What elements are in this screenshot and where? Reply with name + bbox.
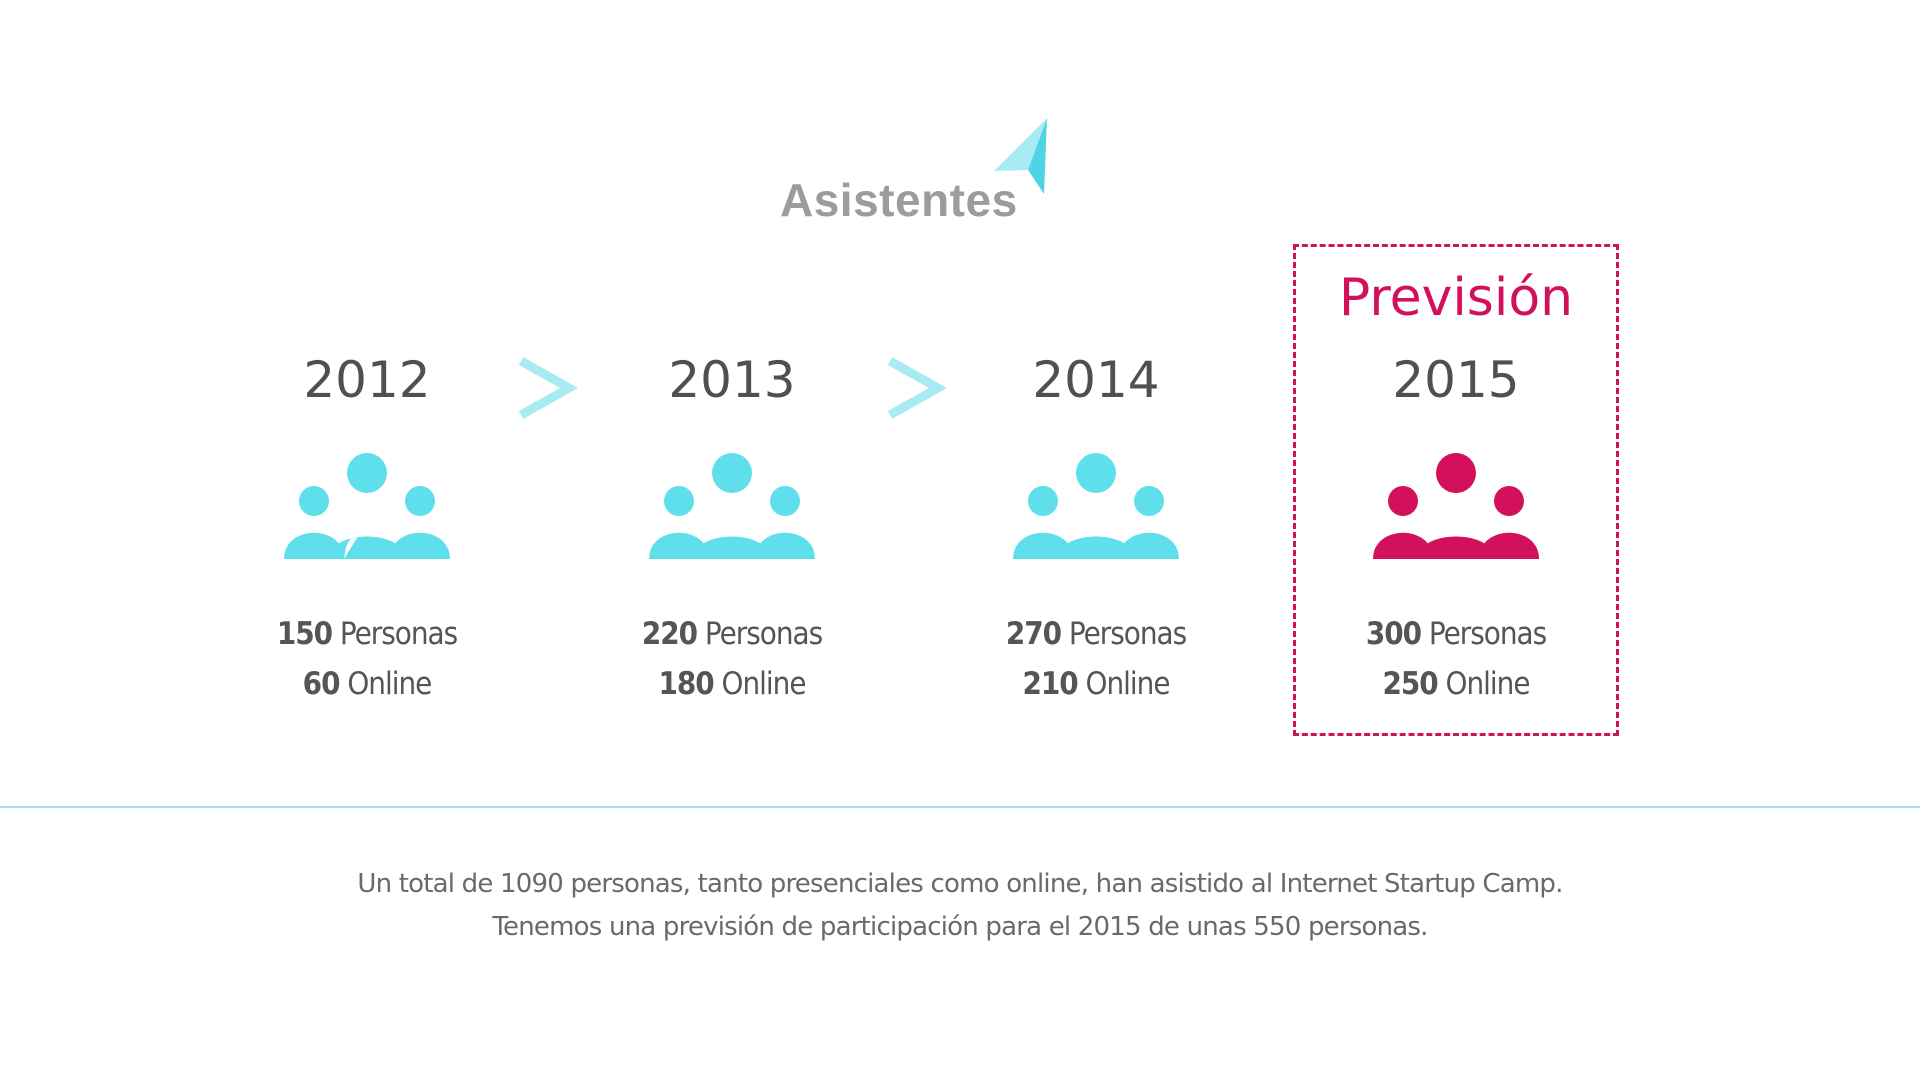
online-label: Online [721, 666, 807, 702]
online-label: Online [1445, 666, 1531, 702]
online-count: 250 [1382, 666, 1438, 702]
personas-count: 300 [1365, 616, 1422, 652]
divider-line [0, 806, 1920, 808]
year-label: 2014 [1032, 351, 1160, 409]
online-count: 180 [658, 666, 714, 702]
attendance-stats: 220 Personas 180 Online [582, 609, 882, 709]
online-count: 210 [1022, 666, 1078, 702]
online-label: Online [347, 666, 432, 702]
people-group-icon [649, 453, 815, 559]
summary-text: Un total de 1090 personas, tanto presenc… [0, 863, 1920, 949]
summary-line-2: Tenemos una previsión de participación p… [492, 912, 1428, 942]
summary-line-1: Un total de 1090 personas, tanto presenc… [357, 869, 1563, 899]
page-title: Asistentes [780, 174, 1018, 226]
forecast-label: Previsión [1338, 268, 1574, 328]
year-column-2013: 2013 220 Personas 180 Online [582, 355, 882, 709]
personas-label: Personas [704, 616, 823, 652]
personas-label: Personas [339, 616, 458, 652]
year-label: 2013 [668, 351, 796, 409]
people-group-icon [284, 453, 450, 559]
personas-count: 270 [1005, 616, 1062, 652]
forecast-frame [1293, 244, 1619, 736]
chevron-right-icon [887, 357, 946, 419]
people-group-icon [1373, 453, 1539, 559]
year-label: 2012 [303, 351, 431, 409]
year-column-2012: 2012 150 Personas 60 Online [217, 355, 517, 709]
personas-label: Personas [1068, 616, 1187, 652]
online-label: Online [1085, 666, 1171, 702]
online-count: 60 [302, 666, 341, 702]
attendance-stats: 150 Personas 60 Online [217, 609, 517, 709]
paper-plane-icon [994, 118, 1047, 194]
attendance-stats: 270 Personas 210 Online [946, 609, 1246, 709]
personas-count: 220 [641, 616, 698, 652]
attendance-stats: 300 Personas 250 Online [1306, 609, 1606, 709]
personas-count: 150 [276, 616, 333, 652]
year-label: 2015 [1392, 351, 1520, 409]
chevron-right-icon [518, 357, 577, 419]
people-group-icon [1013, 453, 1179, 559]
year-column-2014: 2014 270 Personas 210 Online [946, 355, 1246, 709]
personas-label: Personas [1428, 616, 1547, 652]
asistentes-logo: Asistentes [780, 118, 1060, 228]
year-column-2015: 2015 300 Personas 250 Online [1306, 355, 1606, 709]
